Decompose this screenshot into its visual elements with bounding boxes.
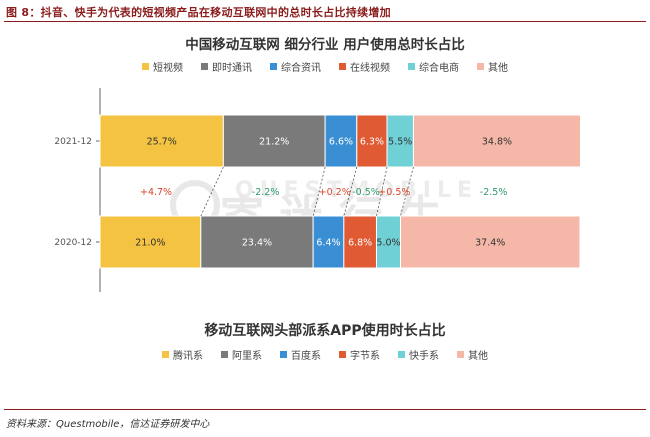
legend-swatch xyxy=(221,351,228,358)
legend-swatch xyxy=(457,351,464,358)
legend-item: 短视频 xyxy=(142,59,183,74)
legend-swatch xyxy=(398,351,405,358)
legend-item: 腾讯系 xyxy=(162,347,203,362)
data-label: 6.4% xyxy=(316,238,340,249)
legend-item: 其他 xyxy=(457,347,488,362)
data-label: 6.3% xyxy=(360,137,384,148)
connector-line xyxy=(400,166,414,217)
legend-item: 阿里系 xyxy=(221,347,262,362)
legend-swatch xyxy=(270,63,277,70)
legend-label: 其他 xyxy=(468,351,488,362)
data-label: 5.5% xyxy=(388,137,412,148)
data-label: 21.0% xyxy=(135,238,165,249)
legend-swatch xyxy=(201,63,208,70)
bar-segment xyxy=(99,114,224,168)
connector-line xyxy=(376,166,388,217)
figure-caption: 图 8：抖音、快手为代表的短视频产品在移动互联网中的总时长占比持续增加 xyxy=(6,6,391,19)
bar-segment xyxy=(343,215,377,269)
legend-label: 腾讯系 xyxy=(173,351,203,362)
change-label: +0.5% xyxy=(378,187,410,198)
connector-line xyxy=(312,166,326,217)
change-label: -2.5% xyxy=(480,187,508,198)
legend-swatch xyxy=(142,63,149,70)
legend-item: 综合电商 xyxy=(408,59,459,74)
second-chart-legend: 腾讯系 阿里系 百度系 字节系 快手系 其他 xyxy=(0,347,650,362)
data-label: 25.7% xyxy=(147,137,177,148)
legend-item: 快手系 xyxy=(398,347,439,362)
footer-divider xyxy=(4,409,646,410)
y-tick-label: 2021-12 xyxy=(54,137,92,147)
legend-label: 在线视频 xyxy=(350,63,390,74)
legend-swatch xyxy=(408,63,415,70)
legend-item: 百度系 xyxy=(280,347,321,362)
watermark-text: QUESTMOBILE xyxy=(235,178,478,203)
caption-divider xyxy=(4,21,646,22)
legend-label: 字节系 xyxy=(350,351,380,362)
data-label: 23.4% xyxy=(242,238,272,249)
connector-line xyxy=(200,166,224,217)
legend-item: 字节系 xyxy=(339,347,380,362)
bar-segment xyxy=(222,114,326,168)
data-label: 6.8% xyxy=(348,238,372,249)
bar-segment xyxy=(412,114,581,168)
legend-swatch xyxy=(162,351,169,358)
chart-legend: 短视频 即时通讯 综合资讯 在线视频 综合电商 其他 xyxy=(0,59,650,74)
data-label: 6.6% xyxy=(329,137,353,148)
change-label: +4.7% xyxy=(140,187,172,198)
data-label: 5.0% xyxy=(376,238,400,249)
connector-line xyxy=(343,166,358,217)
legend-item: 综合资讯 xyxy=(270,59,321,74)
bar-segment xyxy=(399,215,581,269)
legend-label: 即时通讯 xyxy=(212,63,252,74)
bar-segment xyxy=(324,114,358,168)
data-label: 34.8% xyxy=(482,137,512,148)
legend-label: 综合资讯 xyxy=(281,63,321,74)
second-chart-title: 移动互联网头部派系APP使用时长占比 xyxy=(204,323,446,339)
legend-label: 快手系 xyxy=(409,351,439,362)
legend-label: 综合电商 xyxy=(419,63,459,74)
legend-item: 即时通讯 xyxy=(201,59,252,74)
change-label: -0.5% xyxy=(352,187,380,198)
legend-label: 百度系 xyxy=(291,351,321,362)
bar-segment xyxy=(200,215,314,269)
y-tick-label: 2020-12 xyxy=(54,238,92,248)
legend-label: 其他 xyxy=(488,63,508,74)
source-note: 资料来源：Questmobile，信达证券研发中心 xyxy=(6,419,210,430)
legend-swatch xyxy=(477,63,484,70)
chart-title: 中国移动互联网 细分行业 用户使用总时长占比 xyxy=(185,37,465,53)
legend-swatch xyxy=(339,63,346,70)
data-label: 21.2% xyxy=(259,137,289,148)
legend-label: 短视频 xyxy=(153,63,183,74)
legend-item: 其他 xyxy=(477,59,508,74)
legend-item: 在线视频 xyxy=(339,59,390,74)
legend-swatch xyxy=(280,351,287,358)
change-label: +0.2% xyxy=(319,187,351,198)
legend-swatch xyxy=(339,351,346,358)
legend-label: 阿里系 xyxy=(232,351,262,362)
data-label: 37.4% xyxy=(475,238,505,249)
change-label: -2.2% xyxy=(252,187,280,198)
